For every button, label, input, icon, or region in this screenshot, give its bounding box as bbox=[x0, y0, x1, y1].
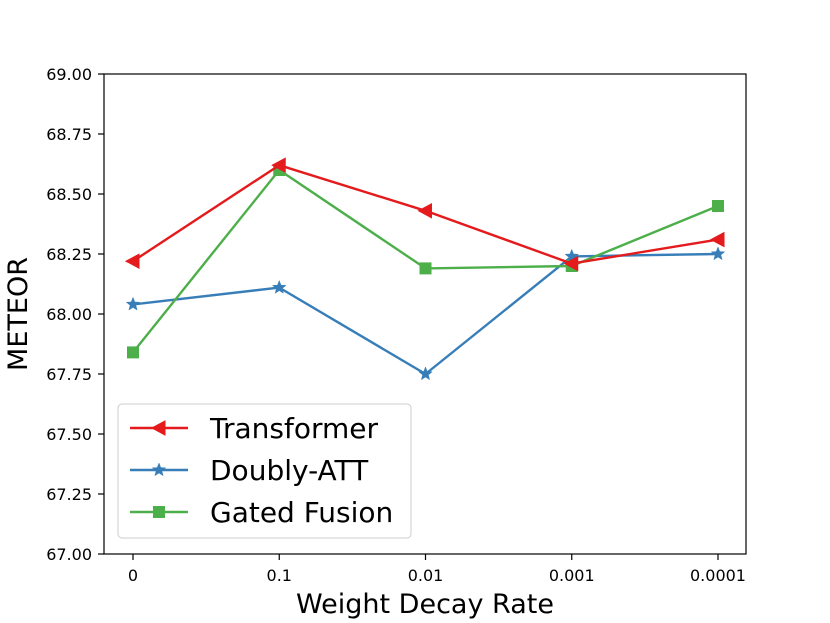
data-point-transformer bbox=[709, 231, 725, 248]
data-point-gated-fusion bbox=[127, 346, 139, 359]
y-tick-label: 67.75 bbox=[46, 365, 92, 384]
x-tick-label: 0.001 bbox=[549, 566, 595, 585]
legend-box bbox=[117, 403, 412, 539]
y-tick-label: 69.00 bbox=[46, 65, 92, 84]
legend-label-gated-fusion: Gated Fusion bbox=[210, 496, 393, 529]
data-point-gated-fusion bbox=[419, 262, 432, 275]
y-tick-label: 68.50 bbox=[46, 185, 92, 204]
legend-marker-doubly-att bbox=[151, 462, 167, 477]
data-point-gated-fusion bbox=[712, 200, 724, 212]
legend-label-doubly-att: Doubly-ATT bbox=[210, 454, 369, 487]
legend-marker-transformer bbox=[150, 420, 166, 436]
x-tick-label: 0.1 bbox=[267, 566, 292, 585]
y-tick-label: 67.50 bbox=[46, 425, 92, 444]
series-gated-fusion bbox=[127, 164, 724, 359]
plot-frame bbox=[103, 73, 747, 555]
data-point-transformer bbox=[563, 255, 579, 272]
x-tick-label: 0.01 bbox=[408, 566, 444, 585]
y-tick-label: 68.25 bbox=[46, 245, 92, 264]
y-tick-label: 68.00 bbox=[46, 305, 92, 324]
x-axis-ticks: 0 0.1 0.01 0.001 0.0001 bbox=[128, 554, 746, 585]
legend-label-transformer: Transformer bbox=[209, 412, 379, 445]
y-tick-label: 67.00 bbox=[46, 545, 92, 564]
series-layer bbox=[124, 157, 726, 381]
data-point-doubly-att bbox=[418, 366, 433, 381]
data-point-doubly-att bbox=[710, 246, 726, 261]
legend: Transformer Doubly-ATT Gated Fusion bbox=[117, 403, 412, 539]
legend-marker-gated-fusion bbox=[153, 506, 165, 518]
series-line-gated-fusion bbox=[132, 168, 719, 354]
y-tick-label: 68.75 bbox=[46, 125, 92, 144]
data-point-doubly-att bbox=[271, 279, 287, 294]
y-axis-title: METEOR bbox=[3, 257, 34, 371]
data-point-doubly-att bbox=[125, 296, 141, 311]
legend-item-gated-fusion: Gated Fusion bbox=[130, 496, 393, 529]
series-transformer bbox=[124, 157, 725, 272]
legend-item-transformer: Transformer bbox=[130, 412, 379, 445]
data-point-transformer bbox=[124, 253, 140, 270]
data-point-transformer bbox=[417, 202, 432, 219]
x-tick-label: 0 bbox=[128, 566, 138, 585]
legend-item-doubly-att: Doubly-ATT bbox=[130, 454, 369, 487]
data-point-transformer bbox=[271, 157, 286, 174]
x-tick-label: 0.0001 bbox=[690, 566, 746, 585]
y-tick-label: 67.25 bbox=[46, 485, 92, 504]
y-axis-ticks: 67.00 67.25 67.50 67.75 68.00 68.25 68.50 68.75… bbox=[46, 65, 104, 564]
x-axis-title: Weight Decay Rate bbox=[296, 589, 554, 620]
